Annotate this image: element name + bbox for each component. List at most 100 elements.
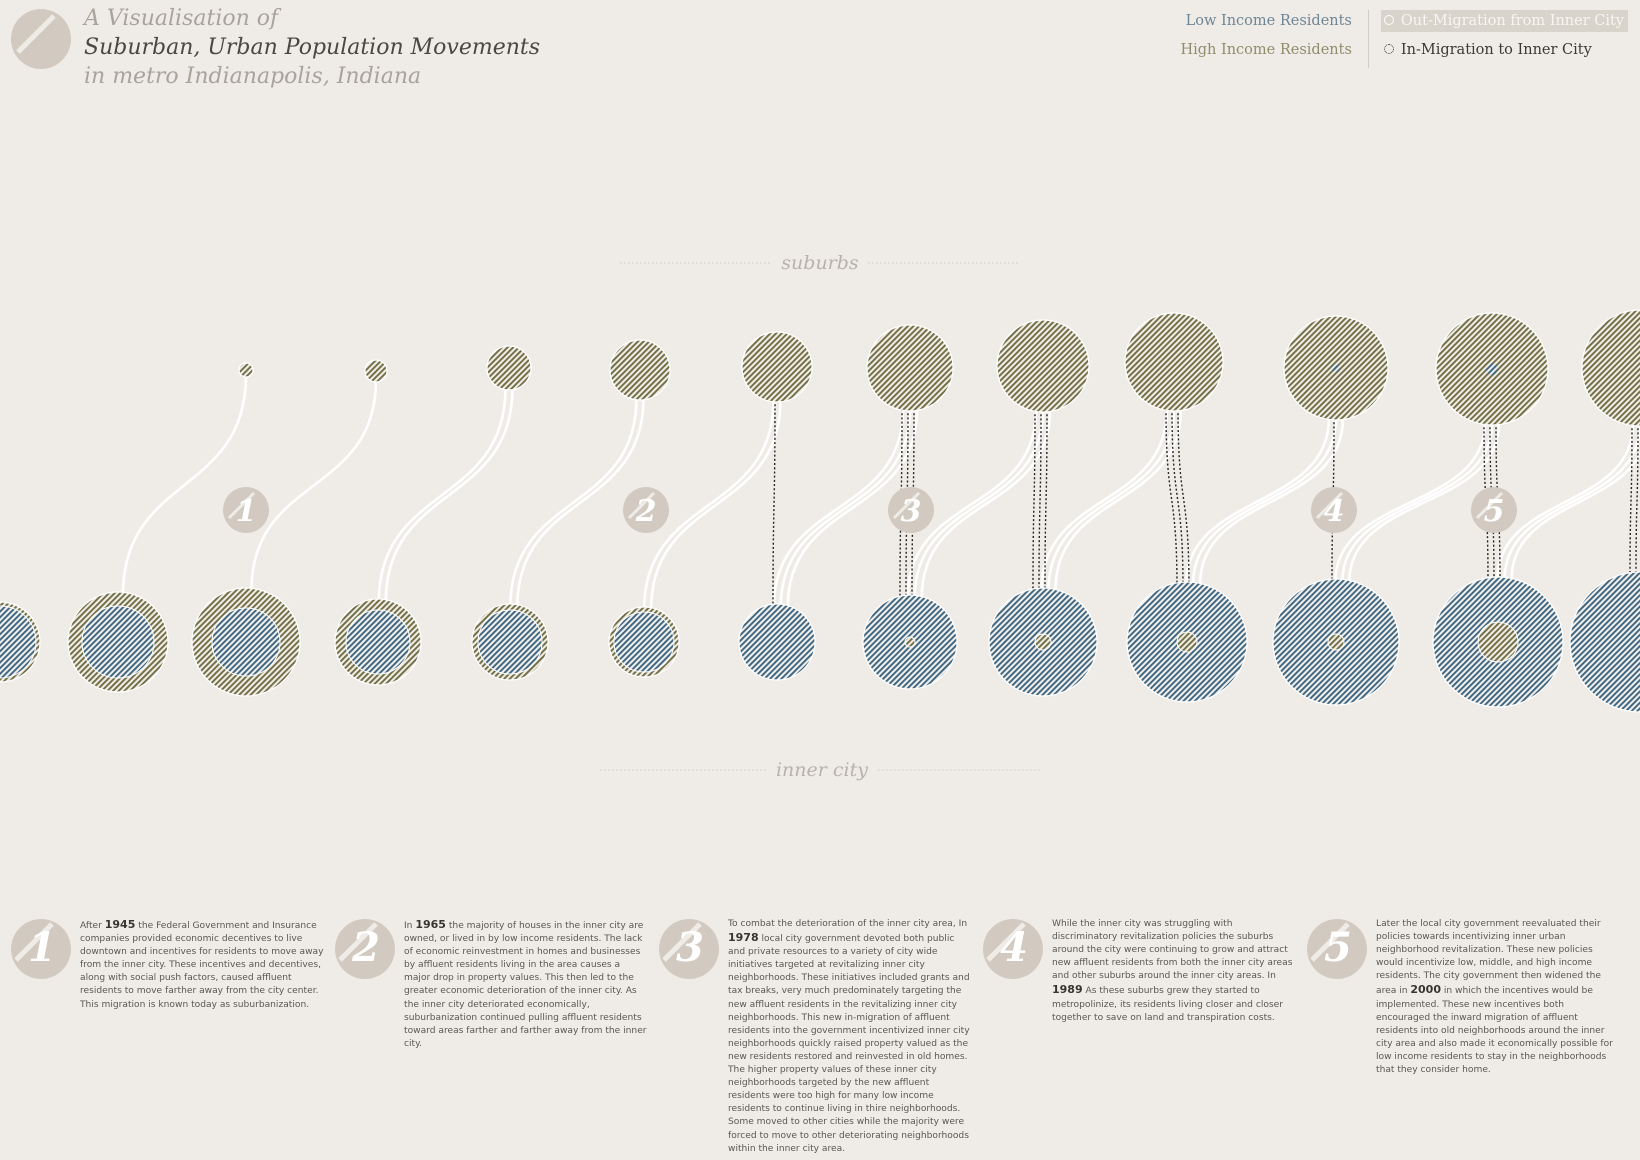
step-1-year: 1945 bbox=[104, 918, 136, 931]
suburb-core bbox=[1486, 363, 1498, 375]
out-migration-flow bbox=[649, 398, 782, 612]
suburb-circle bbox=[1124, 312, 1224, 412]
in-migration-flow bbox=[1629, 423, 1633, 579]
out-migration-flow bbox=[772, 407, 905, 609]
out-migration-flow bbox=[920, 408, 1052, 600]
title-line-2: Suburban, Urban Population Movements bbox=[84, 35, 541, 60]
step-5-year: 2000 bbox=[1410, 983, 1441, 997]
out-migration-flow bbox=[1503, 422, 1640, 582]
solid-circle-icon bbox=[1383, 15, 1394, 25]
out-migration-flow bbox=[1198, 416, 1345, 587]
step-marker-slash bbox=[1315, 491, 1344, 520]
step-4-text: While the inner city was struggling with… bbox=[1052, 918, 1297, 1025]
inner-city-circle bbox=[1569, 571, 1640, 713]
step-marker: 2 bbox=[623, 487, 669, 533]
inner-city-core bbox=[1327, 633, 1345, 651]
suburb-core bbox=[1332, 364, 1340, 372]
inner-city-core bbox=[211, 607, 281, 677]
step-3-post: local city government devoted both publi… bbox=[728, 934, 970, 1154]
step-marker-badge bbox=[888, 487, 934, 533]
in-migration-flow bbox=[1177, 408, 1190, 589]
step-5-text: Later the local city government reevalua… bbox=[1376, 918, 1621, 1077]
out-migration-flow bbox=[250, 378, 378, 593]
inner-city-core bbox=[477, 609, 543, 675]
step-1-post: the Federal Government and Insurance com… bbox=[80, 921, 324, 1010]
out-migration-flow bbox=[516, 396, 645, 609]
in-migration-flow bbox=[1032, 409, 1036, 595]
step-marker-slash bbox=[627, 491, 656, 520]
step-marker-slash bbox=[892, 491, 921, 520]
title-line-3: in metro Indianapolis, Indiana bbox=[84, 64, 422, 89]
step-descriptions: 1 After 1945 the Federal Government and … bbox=[0, 918, 1640, 1154]
out-migration-flow bbox=[906, 408, 1038, 600]
suburbs-label-group: suburbs bbox=[620, 252, 1020, 274]
step-5-pre: Later the local city government reevalua… bbox=[1376, 919, 1601, 997]
step-2-year: 1965 bbox=[415, 918, 446, 931]
legend-low-income: Low Income Residents bbox=[1185, 13, 1352, 29]
step-marker: 3 bbox=[888, 487, 934, 533]
step-1-text: After 1945 the Federal Government and In… bbox=[80, 918, 325, 1012]
step-marker-slash bbox=[227, 491, 256, 520]
step-marker-number: 5 bbox=[1484, 494, 1505, 529]
inner-city-label-group: inner city bbox=[600, 759, 1042, 781]
dotted-circle-icon bbox=[1383, 44, 1394, 54]
step-3-pre: To combat the deterioration of the inner… bbox=[728, 919, 968, 929]
step-2-badge-icon: 2 bbox=[335, 919, 395, 979]
step-marker-slash bbox=[1475, 491, 1504, 520]
in-migration-flow bbox=[772, 399, 776, 611]
step-2-number: 2 bbox=[351, 924, 380, 971]
legend-out-migration: Out-Migration from Inner City bbox=[1380, 10, 1628, 32]
legend-high-income: High Income Residents bbox=[1180, 42, 1352, 58]
step-marker: 5 bbox=[1471, 487, 1517, 533]
in-migration-flow bbox=[1171, 408, 1184, 589]
step-2-text: In 1965 the majority of houses in the in… bbox=[404, 918, 649, 1051]
out-migration-flow bbox=[377, 386, 507, 604]
inner-city-core bbox=[1176, 631, 1198, 653]
inner-city-core bbox=[0, 605, 37, 679]
title-line-1: A Visualisation of bbox=[84, 6, 279, 31]
circle-slash-logo-icon bbox=[11, 9, 71, 69]
inner-city-circle bbox=[738, 603, 816, 681]
population-circles bbox=[0, 309, 1640, 713]
in-migration-flow bbox=[911, 408, 915, 602]
step-1-number: 1 bbox=[28, 924, 56, 971]
out-migration-flow bbox=[1496, 422, 1635, 582]
suburb-circle bbox=[1581, 309, 1640, 427]
suburbs-label: suburbs bbox=[781, 252, 859, 274]
step-4-number: 4 bbox=[1000, 924, 1028, 971]
step-1-pre: After bbox=[80, 921, 105, 931]
out-migration-flow bbox=[642, 398, 775, 612]
out-migration-flow bbox=[1341, 421, 1494, 584]
legend-in-migration: In-Migration to Inner City bbox=[1381, 39, 1592, 61]
step-1-badge-icon: 1 bbox=[11, 919, 71, 979]
inner-city-core bbox=[1034, 633, 1052, 651]
step-3-number: 3 bbox=[676, 924, 704, 971]
migration-flows bbox=[121, 373, 1640, 612]
step-4-post: As these suburbs grew they started to me… bbox=[1052, 986, 1283, 1023]
inner-city-core bbox=[81, 605, 155, 679]
step-3-text: To combat the deterioration of the inner… bbox=[728, 918, 973, 1156]
step-2-post: the majority of houses in the inner city… bbox=[404, 921, 647, 1049]
out-migration-flow bbox=[1348, 421, 1501, 584]
out-migration-flow bbox=[384, 386, 514, 604]
title-block: A Visualisation of Suburban, Urban Popul… bbox=[84, 4, 540, 91]
inner-city-core bbox=[613, 611, 675, 673]
inner-city-core bbox=[345, 609, 411, 675]
suburb-circle bbox=[996, 319, 1090, 413]
out-migration-flow bbox=[1047, 407, 1176, 593]
in-migration-flow bbox=[899, 408, 903, 602]
step-marker-badge bbox=[1311, 487, 1357, 533]
suburb-circle bbox=[364, 359, 388, 383]
step-4-pre: While the inner city was struggling with… bbox=[1052, 919, 1293, 982]
suburb-circle bbox=[741, 331, 813, 403]
inner-city-core bbox=[904, 636, 916, 648]
step-marker: 1 bbox=[223, 487, 269, 533]
step-marker-badge bbox=[223, 487, 269, 533]
step-3-year: 1978 bbox=[728, 931, 759, 945]
out-migration-flow bbox=[1054, 407, 1183, 593]
in-migration-flow bbox=[1635, 423, 1639, 579]
legend-in-migration-label: In-Migration to Inner City bbox=[1400, 42, 1592, 58]
suburb-circle bbox=[238, 362, 254, 378]
out-migration-flow bbox=[779, 407, 912, 609]
in-migration-flow bbox=[1038, 409, 1042, 595]
